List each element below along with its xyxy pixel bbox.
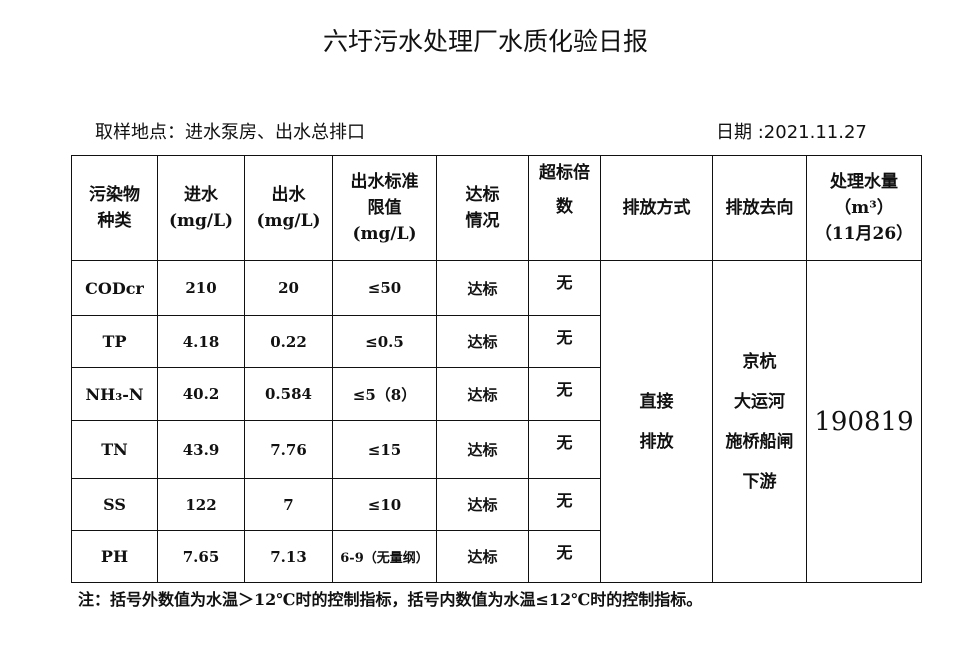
compliance-cell: 达标 xyxy=(436,420,529,479)
influent-cell: 43.9 xyxy=(157,420,245,479)
standard-cell: ≤5（8） xyxy=(332,367,437,421)
pollutant-cell: CODcr xyxy=(71,260,158,316)
report-title: 六圩污水处理厂水质化验日报 xyxy=(322,27,648,56)
standard-cell: ≤10 xyxy=(332,478,437,531)
header-exceed: 超标倍数 xyxy=(528,155,601,261)
standard-cell: ≤15 xyxy=(332,420,437,479)
influent-cell: 40.2 xyxy=(157,367,245,421)
header-discharge-method: 排放方式 xyxy=(600,155,713,261)
effluent-cell: 7 xyxy=(244,478,333,531)
header-row: 污染物 种类 进水 (mg/L) 出水 (mg/L) 出水标准 限值 (mg/L) 达标情… xyxy=(71,155,922,261)
compliance-cell: 达标 xyxy=(436,478,529,531)
table-row: TN 43.9 7.76 ≤15 达标无 xyxy=(71,420,922,479)
table-row: TP 4.18 0.22 ≤0.5 达标无 xyxy=(71,315,922,368)
discharge-method-cell: 直接 排放 xyxy=(600,260,713,583)
effluent-cell: 7.13 xyxy=(244,530,333,583)
sampling-location: 取样地点：进水泵房、出水总排口 xyxy=(95,122,365,143)
header-influent: 进水 (mg/L) xyxy=(157,155,245,261)
volume-cell: 190819 xyxy=(806,260,922,583)
compliance-cell: 达标 xyxy=(436,315,529,368)
pollutant-cell: TP xyxy=(71,315,158,368)
table-row: NH₃-N 40.2 0.584 ≤5（8） 达标无 xyxy=(71,367,922,421)
pollutant-cell: TN xyxy=(71,420,158,479)
influent-cell: 210 xyxy=(157,260,245,316)
influent-cell: 7.65 xyxy=(157,530,245,583)
effluent-cell: 7.76 xyxy=(244,420,333,479)
effluent-cell: 0.22 xyxy=(244,315,333,368)
header-volume: 处理水量 （m³） （11月26） xyxy=(806,155,922,261)
header-effluent: 出水 (mg/L) xyxy=(244,155,333,261)
standard-cell: ≤50 xyxy=(332,260,437,316)
water-quality-table: 污染物 种类 进水 (mg/L) 出水 (mg/L) 出水标准 限值 (mg/L) 达标情… xyxy=(71,155,922,583)
header-compliance: 达标 情况 xyxy=(436,155,529,261)
effluent-cell: 20 xyxy=(244,260,333,316)
pollutant-cell: PH xyxy=(71,530,158,583)
exceed-cell: 无 xyxy=(528,367,601,421)
compliance-cell: 达标 xyxy=(436,367,529,421)
pollutant-cell: SS xyxy=(71,478,158,531)
pollutant-cell: NH₃-N xyxy=(71,367,158,421)
influent-cell: 122 xyxy=(157,478,245,531)
compliance-cell: 达标 xyxy=(436,530,529,583)
standard-cell: 6-9（无量纲） xyxy=(332,530,437,583)
standard-cell: ≤0.5 xyxy=(332,315,437,368)
compliance-cell: 达标 xyxy=(436,260,529,316)
table-row: CODcr 210 20 ≤50 达标无直接 排放 京杭 大运河 施桥船闸 下游 190819 xyxy=(71,260,922,583)
table-row: SS 122 7 ≤10 达标无 xyxy=(71,478,922,531)
effluent-cell: 0.584 xyxy=(244,367,333,421)
exceed-cell: 无 xyxy=(528,530,601,583)
footnote: 注：括号外数值为水温＞12℃时的控制指标，括号内数值为水温≤12℃时的控制指标。 xyxy=(78,590,703,609)
table-row: PH 7.65 7.13 6-9（无量纲） 达标无 xyxy=(71,530,922,583)
exceed-cell: 无 xyxy=(528,478,601,531)
header-standard: 出水标准 限值 (mg/L) xyxy=(332,155,437,261)
header-pollutant: 污染物 种类 xyxy=(71,155,158,261)
exceed-cell: 无 xyxy=(528,260,601,316)
exceed-cell: 无 xyxy=(528,420,601,479)
exceed-cell: 无 xyxy=(528,315,601,368)
influent-cell: 4.18 xyxy=(157,315,245,368)
discharge-direction-cell: 京杭 大运河 施桥船闸 下游 xyxy=(712,260,807,583)
report-date: 日期 :2021.11.27 xyxy=(716,122,867,143)
header-discharge-direction: 排放去向 xyxy=(712,155,807,261)
